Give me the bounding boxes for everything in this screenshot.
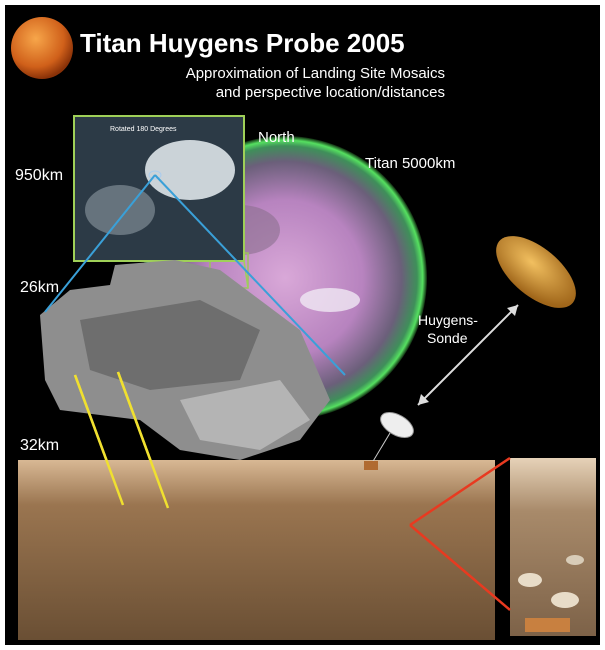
titan-label: Titan 5000km <box>365 155 455 172</box>
probe-label: Huygens- <box>418 312 478 328</box>
inset-note: Rotated 180 Degrees <box>110 126 177 133</box>
inset-cloud <box>145 140 235 200</box>
lander <box>525 618 570 632</box>
titan-icon <box>11 17 73 79</box>
north-label: North <box>258 129 295 146</box>
probe-label: Sonde <box>427 330 468 346</box>
altitude-label: 950km <box>15 167 63 184</box>
descending-probe <box>364 461 378 470</box>
subtitle: and perspective location/distances <box>216 84 445 101</box>
infographic: Titan Huygens Probe 2005 Approximation o… <box>0 0 605 650</box>
pebble <box>566 555 584 565</box>
inset-cloud <box>85 185 155 235</box>
pebble <box>518 573 542 587</box>
pebble <box>551 592 579 608</box>
cloud <box>300 288 360 312</box>
subtitle: Approximation of Landing Site Mosaics <box>186 65 445 82</box>
altitude-label: 32km <box>20 437 59 454</box>
surface-photo <box>510 458 596 636</box>
altitude-label: 26km <box>20 279 59 296</box>
title: Titan Huygens Probe 2005 <box>80 28 405 58</box>
panorama <box>18 460 495 640</box>
